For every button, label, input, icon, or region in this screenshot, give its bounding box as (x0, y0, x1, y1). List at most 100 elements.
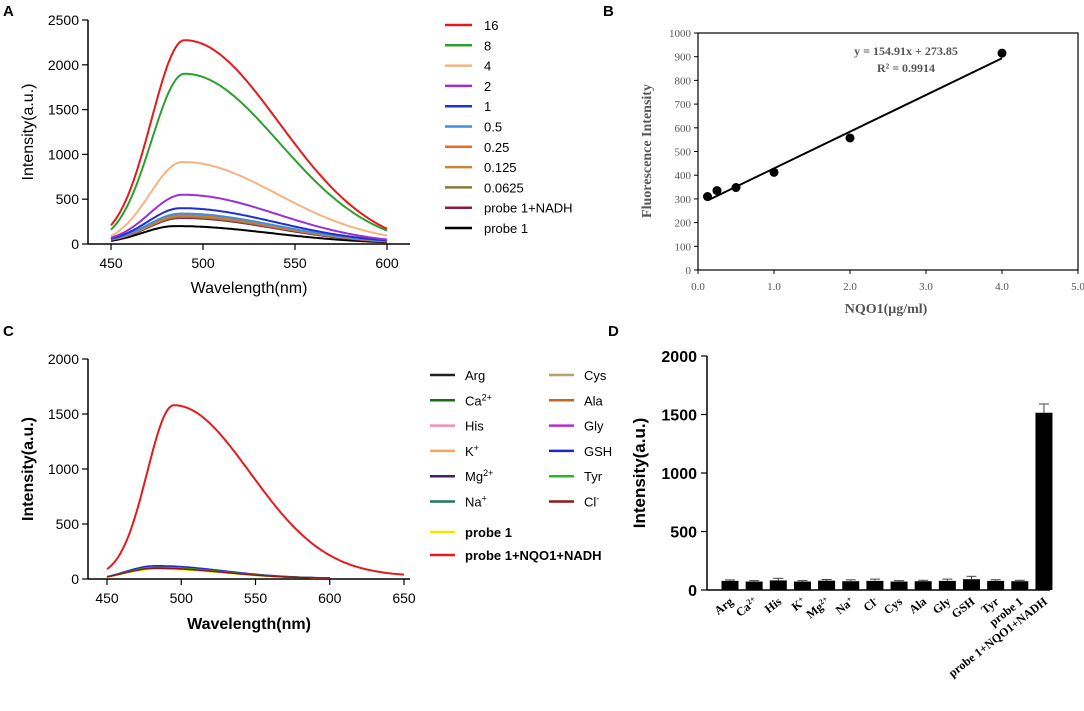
panel-c-legend-superscript: 2+ (483, 468, 493, 478)
panel-c-legend-label: probe 1 (465, 525, 512, 540)
panel-d-bar (890, 581, 908, 590)
panel-c-legend-label: Ca2+ (465, 392, 492, 408)
panel-a-series-line (110, 193, 388, 241)
panel-b-data-point (703, 192, 712, 202)
panel-d-category-text: Arg (711, 594, 735, 617)
panel-d-category-label: Gly (930, 594, 953, 617)
panel-d-category-label: Arg (711, 594, 735, 617)
panel-a-series-line (110, 161, 388, 237)
panel-d-category-label: His (762, 594, 785, 616)
panel-label-d: D (608, 323, 619, 340)
panel-b-x-tick-label: 1.0 (767, 281, 781, 293)
panel-c-y-tick-label: 1000 (48, 461, 79, 477)
panel-d-category-superscript: + (796, 594, 805, 604)
panel-d-y-tick-label: 1500 (661, 408, 697, 425)
panel-a-chart: 0 500 1000 1500 2000 2500 450 500 550 600 Waveleng… (20, 12, 573, 297)
panel-c-legend-label: Mg2+ (465, 468, 493, 484)
panel-c-x-axis-title: Wavelength(nm) (187, 616, 311, 633)
panel-a-legend-label: 4 (484, 59, 491, 74)
panel-d-category-superscript: - (870, 594, 878, 603)
panel-c-legend-text: Mg (465, 469, 483, 484)
panel-b-y-tick-label: 800 (675, 75, 692, 87)
panel-a-legend-label: probe 1+NADH (484, 201, 573, 216)
panel-b-x-tick-label: 2.0 (843, 281, 857, 293)
panel-b-y-tick-label: 300 (675, 194, 692, 206)
panel-d-category-text: His (762, 594, 785, 616)
panel-b-fit-line (707, 57, 1003, 202)
panel-c-legend-label: Gly (584, 419, 604, 434)
panel-b-x-tick-label: 0.0 (691, 281, 705, 293)
panel-a-legend-label: 2 (484, 79, 491, 94)
panel-b-x-axis-title: NQO1(μg/ml) (845, 302, 928, 317)
panel-d-bar (818, 580, 836, 590)
panel-b-data-point (769, 167, 779, 177)
panel-a-y-tick-label: 0 (71, 236, 79, 252)
panel-d-bar (793, 581, 811, 590)
panel-b-y-tick-label: 600 (675, 123, 692, 135)
panel-d-bar (987, 580, 1005, 590)
panel-a-legend-label: 0.125 (484, 160, 517, 175)
panel-b-r-squared: R² = 0.9914 (877, 61, 935, 75)
panel-a-x-tick-label: 450 (99, 255, 123, 271)
panel-c-legend-text: Na (465, 495, 482, 510)
panel-c-x-tick-label: 650 (392, 590, 416, 606)
panel-c-y-tick-label: 0 (71, 571, 79, 587)
panel-d-category-text: GSH (949, 594, 978, 621)
panel-c-legend-text: K (465, 444, 474, 459)
panel-d-bar (769, 580, 787, 590)
panel-d-category-label: GSH (949, 594, 978, 621)
panel-c-chart: 0 500 1000 1500 2000 450 500 550 600 650 Wavelengt… (20, 351, 612, 633)
panel-d-category-label: K+ (788, 594, 808, 614)
panel-c-legend-label: Ala (584, 393, 604, 408)
panel-c-x-tick-label: 550 (244, 590, 268, 606)
panel-d-bar (914, 581, 932, 590)
panel-c-legend-text: Cys (584, 368, 607, 383)
panel-a-legend-label: 0.25 (484, 140, 509, 155)
panel-c-x-tick-label: 600 (318, 590, 342, 606)
panel-b-y-axis-title: Fluorescence Intensity (640, 84, 655, 218)
panel-c-legend-text: Ala (584, 393, 604, 408)
panel-d-category-label: Cys (881, 594, 905, 617)
panel-b-data-point (712, 186, 722, 196)
panel-a-series-line (110, 225, 388, 244)
panel-c-legend-text: Cl (584, 495, 596, 510)
panel-c-series-line (106, 567, 330, 579)
panel-label-c: C (3, 323, 14, 340)
panel-d-bar (866, 580, 884, 590)
panel-c-legend-label: GSH (584, 444, 612, 459)
panel-b-y-tick-label: 700 (675, 99, 692, 111)
panel-b-y-tick-label: 1000 (669, 28, 692, 40)
panel-b-chart: 0 100 200 300 400 500 600 700 800 900 1000 0.0 1.0 2.… (640, 28, 1084, 317)
panel-a-y-tick-label: 2000 (48, 57, 79, 73)
panel-c-legend-text: Tyr (584, 469, 603, 484)
panel-c-legend-label: Cl- (584, 494, 599, 510)
panel-a-legend-label: 1 (484, 99, 491, 114)
panel-b-y-tick-label: 900 (675, 52, 692, 64)
panel-c-legend-label: Arg (465, 368, 485, 383)
panel-a-legend-label: 0.0625 (484, 180, 524, 195)
panel-c-legend-label: probe 1+NQO1+NADH (465, 548, 602, 563)
panel-b-data-point (845, 133, 855, 143)
panel-c-y-tick-label: 500 (56, 516, 80, 532)
panel-d-category-text: Gly (930, 594, 953, 617)
panel-c-y-tick-label: 1500 (48, 406, 79, 422)
panel-b-data-point (731, 183, 741, 193)
panel-c-x-tick-label: 450 (95, 590, 119, 606)
panel-c-legend-label: Cys (584, 368, 607, 383)
panel-a-y-tick-label: 500 (56, 191, 80, 207)
panel-d-y-tick-label: 0 (688, 583, 697, 600)
panel-d-bar (1035, 412, 1053, 590)
panel-c-legend-text: GSH (584, 444, 612, 459)
panel-d-bar (938, 580, 956, 590)
panel-d-category-label: Na+ (833, 594, 857, 618)
panel-a-x-tick-label: 600 (375, 255, 399, 271)
panel-a-legend-label: 16 (484, 18, 498, 33)
panel-d-bar (745, 581, 763, 590)
panel-a-legend-label: 8 (484, 38, 491, 53)
panel-d-category-label: Ca2+ (733, 594, 761, 620)
panel-b-y-tick-label: 200 (675, 218, 692, 230)
panel-a-x-tick-label: 550 (283, 255, 307, 271)
panel-c-legend-superscript: + (474, 443, 479, 453)
panel-d-category-text: Cl (861, 596, 880, 615)
